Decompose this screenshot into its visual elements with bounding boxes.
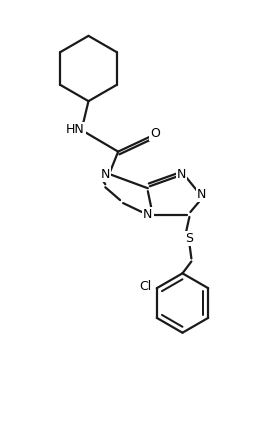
- Text: N: N: [177, 168, 186, 181]
- Text: N: N: [101, 168, 110, 181]
- Text: S: S: [185, 232, 193, 245]
- Text: N: N: [143, 208, 152, 222]
- Text: N: N: [197, 188, 206, 201]
- Text: HN: HN: [66, 123, 85, 136]
- Text: O: O: [150, 127, 160, 140]
- Text: Cl: Cl: [139, 280, 151, 293]
